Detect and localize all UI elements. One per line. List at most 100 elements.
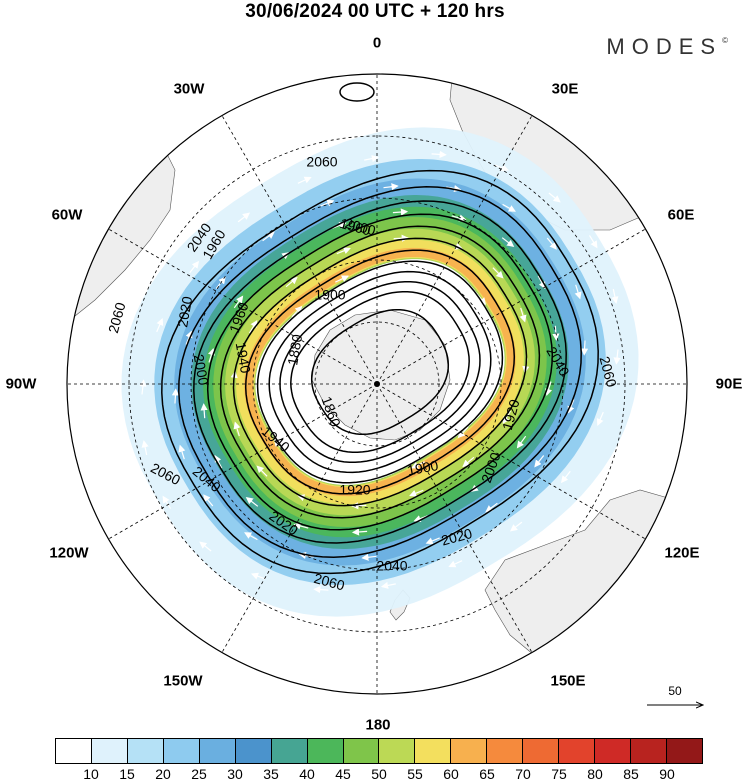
contour-label: 1960 xyxy=(338,215,372,239)
wind-vector xyxy=(596,411,604,427)
wind-vector xyxy=(425,537,440,545)
wind-vector xyxy=(451,214,467,222)
colorbar-tick-label: 85 xyxy=(623,766,639,782)
wind-vector xyxy=(446,184,462,193)
colorbar-swatch xyxy=(235,739,272,763)
lon-label-150w: 150W xyxy=(163,672,203,690)
lon-label-60e: 60E xyxy=(667,206,695,224)
wind-vector xyxy=(519,307,527,323)
height-contour xyxy=(232,237,528,507)
colorbar-tick-label: 70 xyxy=(515,766,531,782)
meridian-line xyxy=(376,115,533,385)
brand-logo: MODES© xyxy=(606,34,728,60)
wind-vector xyxy=(273,438,284,452)
wind-vector xyxy=(476,292,487,306)
height-contour xyxy=(279,280,481,464)
wind-vector xyxy=(457,426,469,439)
lon-label-0: 0 xyxy=(372,34,382,52)
meridian-line xyxy=(376,383,533,653)
wind-vector xyxy=(237,212,251,223)
colorbar-swatch xyxy=(307,739,344,763)
colorbar-swatch xyxy=(163,739,200,763)
wind-vector xyxy=(393,234,409,242)
colorbar-tick-label: 45 xyxy=(335,766,351,782)
wind-reference-label: 50 xyxy=(668,684,682,698)
colorbar-tick-label: 35 xyxy=(263,766,279,782)
contour-label: 2000 xyxy=(191,353,212,387)
contour-label: 1920 xyxy=(339,482,370,498)
colorbar-swatch xyxy=(271,739,308,763)
wind-vector xyxy=(516,435,527,449)
colorbar-tick-label: 90 xyxy=(659,766,675,782)
wind-vector xyxy=(611,288,619,304)
contour-label: 1900 xyxy=(314,287,345,303)
colorbar-ticks: 10 15 20 25 30 35 40 45 50 55 60 65 70 75 80 85 90 xyxy=(55,766,703,782)
wind-vector xyxy=(588,235,598,249)
wind-vector xyxy=(248,319,258,334)
wind-vector xyxy=(494,332,502,349)
height-contour xyxy=(206,213,554,531)
wind-vector xyxy=(534,455,545,468)
colorbar-swatch xyxy=(343,739,380,763)
meridian-line xyxy=(376,383,646,540)
wind-vector xyxy=(214,454,223,469)
lon-label-120e: 120E xyxy=(664,544,700,562)
height-contour xyxy=(178,186,582,558)
wind-vector xyxy=(203,494,214,507)
height-contour xyxy=(290,290,470,454)
wind-vector xyxy=(361,553,377,561)
wind-vector xyxy=(485,502,498,513)
contour-label: 2020 xyxy=(440,525,474,549)
colorbar-swatch xyxy=(523,739,560,763)
wind-vector xyxy=(320,199,335,207)
wind-vector xyxy=(162,495,172,509)
wind-vector xyxy=(185,330,193,345)
wind-vector xyxy=(409,489,424,497)
wind-vector xyxy=(387,261,403,269)
copyright-mark: © xyxy=(722,36,728,45)
wind-vector xyxy=(233,421,241,437)
wind-vector xyxy=(258,395,266,412)
pole-dot xyxy=(374,381,380,387)
colorbar-tick-label: 55 xyxy=(407,766,423,782)
wind-vector xyxy=(546,237,557,250)
wind-vector xyxy=(189,260,200,274)
contour-label: 2060 xyxy=(596,355,620,389)
colorbar-tick-label: 15 xyxy=(119,766,135,782)
wind-vector xyxy=(297,176,312,184)
contour-label: 2060 xyxy=(312,570,346,594)
wind-vector xyxy=(156,317,164,333)
height-contour xyxy=(193,200,567,544)
wind-vector xyxy=(308,468,323,476)
wind-vector xyxy=(178,444,186,460)
colorbar-tick-label: 10 xyxy=(83,766,99,782)
colorbar-tick-label: 75 xyxy=(551,766,567,782)
colorbar-tick-label: 40 xyxy=(299,766,315,782)
map-boundary xyxy=(66,73,688,695)
colorbar-tick-label: 25 xyxy=(191,766,207,782)
wind-vector xyxy=(291,305,303,318)
colorbar-swatch xyxy=(559,739,596,763)
wind-vector xyxy=(293,522,309,530)
graticule xyxy=(67,74,687,694)
wind-vector xyxy=(233,295,244,309)
colorbar-swatch xyxy=(666,739,702,763)
lon-label-150e: 150E xyxy=(550,672,586,690)
contour-label: 1940 xyxy=(233,341,254,375)
wind-vector xyxy=(613,349,621,365)
wind-vector xyxy=(313,585,329,594)
wind-vector xyxy=(244,532,258,541)
wind-vector xyxy=(250,572,266,580)
colorbar xyxy=(55,738,703,764)
colorbar-swatch xyxy=(415,739,452,763)
wind-vector xyxy=(392,208,409,216)
chart-title: 30/06/2024 00 UTC + 120 hrs xyxy=(245,1,505,22)
wind-vector xyxy=(139,379,147,395)
contour-label: 2000 xyxy=(343,215,377,239)
lon-label-120w: 120W xyxy=(49,544,89,562)
height-contour xyxy=(256,260,504,484)
lon-label-30w: 30W xyxy=(173,80,205,98)
wind-vector xyxy=(335,275,349,283)
wind-vector xyxy=(462,456,475,468)
